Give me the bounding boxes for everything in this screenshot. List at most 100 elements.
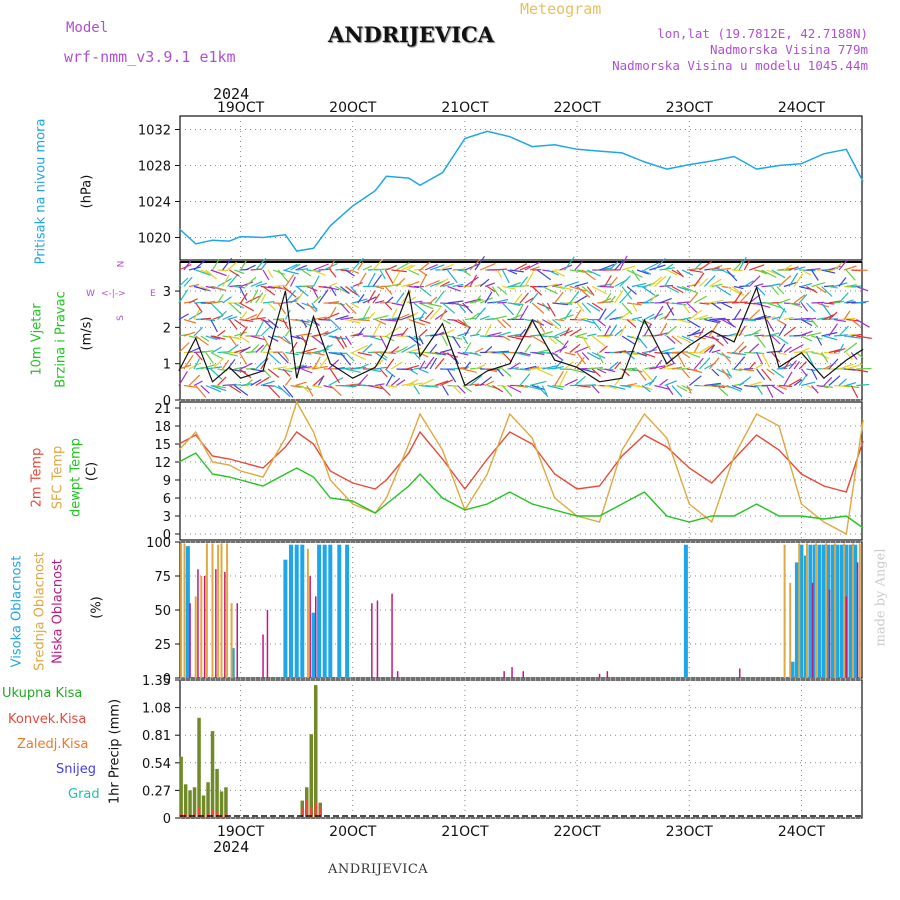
- wind-arrow: [335, 367, 345, 370]
- y-tick-label: 18: [154, 420, 171, 435]
- wind-arrow: [419, 360, 426, 370]
- wind-arrow: [480, 335, 493, 338]
- wind-arrow: [406, 365, 420, 370]
- wind-arrow: [290, 263, 301, 271]
- wind-arrow: [576, 352, 586, 365]
- wind-arrow: [659, 378, 668, 386]
- wind-arrow: [462, 319, 469, 329]
- wind-arrow: [704, 382, 721, 387]
- wind-arrow: [749, 381, 762, 387]
- cloud-bar-high: [803, 555, 808, 678]
- wind-arrow: [262, 368, 272, 378]
- wind-arrow: [296, 268, 309, 271]
- wind-arrow: [183, 354, 194, 370]
- wind-arrow: [823, 335, 838, 341]
- wind-arrow: [838, 259, 848, 271]
- wind-arrow: [419, 311, 426, 320]
- wind-arrow: [345, 269, 355, 277]
- wind-arrow: [372, 322, 382, 337]
- wind-arrow: [217, 269, 229, 272]
- cloud-bar-mid: [217, 544, 220, 678]
- wind-arrow: [212, 285, 227, 292]
- cloud-bar-high: [289, 544, 293, 678]
- wind-arrow: [188, 362, 201, 370]
- wind-arrow: [487, 351, 504, 355]
- wind-arrow: [419, 378, 435, 387]
- wind-arrow: [771, 286, 779, 296]
- wind-arrow: [833, 334, 849, 337]
- cloud-bar-high: [294, 544, 299, 678]
- wind-arrow: [277, 335, 291, 345]
- year-top: 2024: [213, 85, 250, 103]
- wind-arrow: [681, 317, 692, 321]
- wind-arrow: [205, 384, 222, 393]
- y-tick-label: 6: [163, 492, 171, 507]
- wind-arrow: [524, 297, 534, 304]
- y-tick-label: 12: [154, 456, 171, 471]
- wind-arrow: [200, 350, 214, 354]
- cloud-bar-high: [328, 544, 333, 678]
- wind-arrow: [838, 363, 854, 370]
- wind-arrow: [586, 269, 601, 277]
- wind-arrow: [711, 335, 724, 347]
- wind-arrow: [311, 269, 326, 276]
- wind-arrow: [401, 264, 413, 271]
- wind-arrow: [754, 283, 764, 288]
- wind-arrow: [626, 302, 642, 306]
- wind-arrow: [621, 318, 636, 321]
- wind-arrow: [362, 343, 373, 353]
- wind-arrow: [413, 385, 421, 395]
- wind-arrow: [284, 377, 292, 386]
- wind-arrow: [581, 352, 590, 361]
- precip-bar-0: [192, 787, 197, 818]
- wind-arrow: [851, 368, 869, 373]
- wind-arrow: [619, 324, 627, 337]
- y-tick-label: 0.27: [142, 784, 171, 799]
- wind-arrow: [554, 370, 564, 386]
- wind-arrow: [318, 318, 331, 321]
- wind-arrow: [793, 361, 800, 370]
- wind-arrow: [574, 345, 590, 354]
- wind-arrow: [352, 257, 364, 271]
- wind-arrow: [726, 285, 741, 295]
- wind-arrow: [609, 324, 618, 337]
- wind-arrow: [357, 351, 372, 356]
- wind-arrow: [290, 384, 301, 388]
- wind-arrow: [335, 315, 349, 321]
- wind-arrow: [783, 371, 793, 386]
- wind-arrow: [806, 368, 816, 372]
- wind-arrow: [688, 329, 701, 337]
- wind-arrow: [474, 255, 485, 271]
- wind-arrow: [658, 322, 668, 337]
- wind-arrow: [306, 318, 320, 327]
- wind-arrow: [239, 368, 252, 379]
- wind-arrow: [255, 358, 267, 370]
- wind-arrow: [621, 335, 636, 346]
- cloud-bar-high: [794, 562, 799, 678]
- precip-bar-1: [197, 807, 201, 818]
- wind-arrow: [823, 376, 833, 386]
- wind-arrow: [739, 318, 757, 322]
- wind-arrow: [614, 290, 624, 304]
- wind-arrow: [845, 352, 853, 361]
- x-day-label-top: 20OCT: [329, 100, 377, 116]
- wind-arrow: [778, 298, 791, 304]
- wind-arrow: [738, 256, 747, 271]
- wind-arrow: [716, 385, 729, 397]
- wind-arrow: [838, 277, 847, 287]
- wind-arrow: [676, 269, 684, 278]
- wind-arrow: [744, 384, 757, 388]
- wind-arrow: [502, 368, 512, 377]
- y-tick-label: 75: [154, 570, 171, 585]
- wind-arrow: [497, 331, 511, 337]
- x-day-label-top: 23OCT: [666, 100, 714, 116]
- precip-bar-1: [305, 799, 308, 818]
- wind-arrow: [574, 309, 582, 320]
- wind-arrow: [350, 286, 360, 298]
- wind-arrow: [609, 384, 626, 390]
- precip-bar-1: [211, 809, 214, 818]
- wind-arrow: [554, 291, 564, 304]
- wind-arrow: [457, 318, 472, 329]
- wind-arrow: [726, 319, 735, 328]
- precip-bar-1: [319, 807, 322, 818]
